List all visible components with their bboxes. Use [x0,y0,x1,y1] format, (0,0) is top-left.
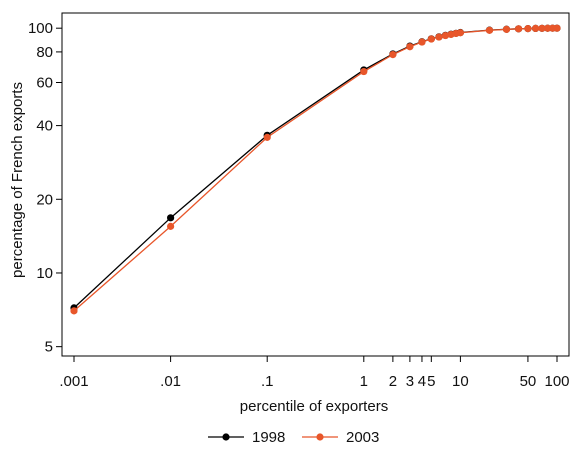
point-2003-7 [427,35,435,43]
x-axis-label: percentile of exporters [240,398,388,415]
point-2003-19 [544,24,552,32]
series-1998 [70,24,561,312]
point-2003-18 [538,24,546,32]
series-layer [70,24,561,315]
point-2003-0 [70,307,78,315]
y-tick-label-4: 60 [36,74,53,91]
x-tick-label-5: 3 [406,373,414,390]
point-2003-3 [360,67,368,76]
x-tick-label-0: .001 [59,373,88,390]
point-2003-2 [263,133,271,141]
point-2003-15 [514,25,523,33]
x-tick-label-3: 1 [360,373,368,390]
legend-label-2003: 2003 [346,429,379,446]
point-2003-13 [485,26,494,34]
series-2003 [70,24,561,315]
point-2003-21 [553,24,561,32]
point-2003-4 [389,51,397,59]
x-tick-label-7: 5 [427,373,435,390]
y-tick-label-0: 5 [45,339,53,356]
series-line-2003 [73,27,558,312]
point-2003-5 [406,43,414,51]
legend: 1998 2003 [208,429,379,446]
y-tick-label-2: 20 [36,191,53,208]
x-tick-label-8: 10 [452,373,469,390]
plot-frame [61,12,570,357]
y-tick-label-1: 10 [36,265,53,282]
point-2003-14 [502,25,511,33]
y-tick-label-6: 100 [28,20,53,37]
legend-label-1998: 1998 [252,429,285,446]
point-2003-6 [418,38,426,46]
point-1998-1 [167,214,175,222]
point-2003-17 [531,24,540,32]
y-tick-label-5: 80 [36,44,53,61]
legend-marker-2003 [316,433,324,441]
point-2003-9 [441,31,450,40]
point-2003-16 [524,25,532,33]
x-tick-label-2: .1 [261,373,274,390]
x-tick-label-9: 50 [520,373,537,390]
x-tick-label-6: 4 [418,373,426,390]
y-tick-label-3: 40 [36,118,53,135]
point-2003-8 [435,33,443,41]
legend-marker-1998 [222,433,230,441]
x-tick-label-10: 100 [544,373,569,390]
point-2003-12 [456,29,464,37]
point-2003-1 [167,222,175,230]
y-axis-label: percentage of French exports [9,82,26,278]
series-line-1998 [73,27,558,309]
x-tick-label-4: 2 [389,373,397,390]
x-tick-label-1: .01 [160,373,181,390]
